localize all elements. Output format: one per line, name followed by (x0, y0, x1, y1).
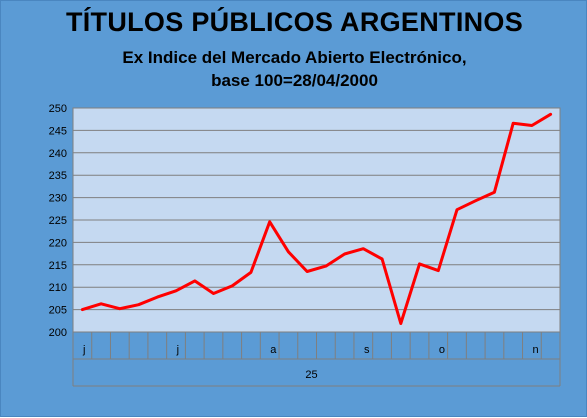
data-point-12 (305, 270, 309, 273)
data-point-6 (193, 279, 196, 283)
data-point-13 (324, 264, 328, 268)
series-line (80, 112, 553, 325)
data-point-21 (474, 199, 477, 202)
data-point-23 (511, 122, 515, 125)
y-tick-label-250: 250 (49, 103, 67, 115)
x-month-label-5: n (533, 344, 539, 356)
x-month-label-1: j (176, 344, 179, 356)
x-month-label-3: s (364, 344, 370, 356)
data-point-1 (99, 302, 103, 305)
chart-title: TÍTULOS PÚBLICOS ARGENTINOS (65, 7, 524, 37)
data-point-14 (343, 252, 346, 256)
chart-subtitle-line-1: Ex Indice del Mercado Abierto Electrónic… (122, 48, 467, 67)
y-tick-label-210: 210 (49, 282, 67, 294)
data-point-8 (231, 284, 234, 288)
data-point-3 (137, 303, 140, 306)
y-tick-label-220: 220 (49, 237, 67, 249)
y-tick-label-230: 230 (49, 193, 67, 205)
data-point-16 (380, 257, 384, 261)
y-tick-label-215: 215 (49, 260, 67, 272)
y-tick-label-240: 240 (49, 148, 67, 160)
y-tick-label-200: 200 (49, 327, 67, 339)
data-point-18 (418, 262, 421, 266)
y-tick-label-205: 205 (49, 305, 67, 317)
data-point-24 (530, 124, 534, 127)
chart-subtitle-line-2: base 100=28/04/2000 (211, 71, 378, 90)
x-group-label: 25 (305, 369, 317, 381)
data-point-10 (268, 220, 271, 223)
x-month-label-4: o (439, 344, 445, 356)
data-point-15 (362, 247, 365, 250)
x-month-label-0: j (82, 344, 85, 356)
y-tick-label-225: 225 (49, 215, 67, 227)
x-month-label-2: a (270, 344, 277, 356)
y-tick-label-235: 235 (49, 170, 67, 182)
data-point-17 (399, 322, 402, 325)
data-point-11 (287, 250, 290, 254)
data-point-20 (455, 208, 459, 211)
data-point-7 (212, 292, 215, 295)
y-tick-label-245: 245 (49, 125, 67, 137)
data-point-25 (549, 113, 552, 116)
data-point-22 (493, 191, 496, 194)
data-point-2 (118, 307, 122, 310)
data-point-0 (81, 308, 84, 311)
data-point-19 (437, 269, 440, 272)
data-point-4 (156, 295, 159, 299)
data-point-5 (174, 289, 178, 292)
data-point-9 (249, 271, 253, 274)
